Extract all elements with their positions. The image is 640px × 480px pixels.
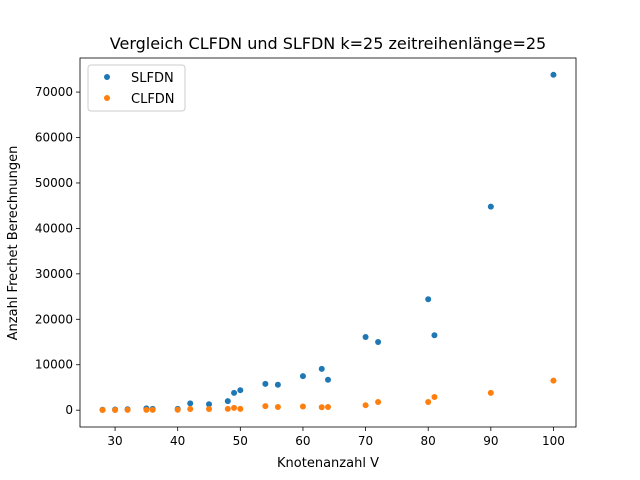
points-layer <box>99 71 557 413</box>
legend-marker-clfdn <box>104 95 110 101</box>
point-clfdn-11 <box>262 403 269 410</box>
point-slfdn-17 <box>375 339 382 346</box>
point-clfdn-16 <box>362 402 369 409</box>
legend-box <box>87 64 186 112</box>
point-slfdn-11 <box>262 380 269 387</box>
point-clfdn-14 <box>318 404 325 411</box>
point-clfdn-19 <box>431 394 438 401</box>
y-axis-label: Anzahl Frechet Berechnungen <box>6 146 21 341</box>
point-clfdn-2 <box>124 406 131 413</box>
x-tick-label: 40 <box>170 434 185 448</box>
y-tick-label: 20000 <box>35 312 73 326</box>
point-clfdn-20 <box>487 389 494 396</box>
point-slfdn-16 <box>362 334 369 341</box>
point-clfdn-6 <box>187 406 194 413</box>
point-clfdn-3 <box>143 406 150 413</box>
point-clfdn-18 <box>425 399 432 406</box>
y-tick-label: 60000 <box>35 131 73 145</box>
point-clfdn-7 <box>206 406 213 413</box>
point-slfdn-8 <box>224 398 231 405</box>
point-clfdn-0 <box>99 406 106 413</box>
point-slfdn-20 <box>487 203 494 210</box>
point-slfdn-13 <box>299 373 306 380</box>
legend-label-slfdn: SLFDN <box>131 71 174 86</box>
point-slfdn-21 <box>550 71 557 78</box>
point-slfdn-7 <box>206 401 213 408</box>
y-tick-label: 50000 <box>35 176 73 190</box>
x-tick-label: 30 <box>107 434 122 448</box>
point-slfdn-6 <box>187 400 194 407</box>
plot-frame <box>79 57 577 428</box>
point-slfdn-14 <box>318 365 325 372</box>
point-clfdn-12 <box>274 404 281 410</box>
point-slfdn-15 <box>325 376 331 383</box>
x-tick-label: 70 <box>358 434 373 448</box>
x-axis-label: Knotenanzahl V <box>277 456 379 471</box>
point-clfdn-1 <box>112 406 119 413</box>
x-tick-label: 50 <box>233 434 248 448</box>
point-slfdn-18 <box>425 296 432 303</box>
point-clfdn-15 <box>325 404 331 410</box>
point-clfdn-5 <box>174 406 181 413</box>
legend: SLFDN CLFDN <box>87 64 186 112</box>
x-tick-label: 80 <box>421 434 436 448</box>
point-clfdn-9 <box>231 404 238 411</box>
y-tick-label: 0 <box>65 403 73 417</box>
point-clfdn-4 <box>149 406 156 413</box>
legend-marker-slfdn <box>104 74 110 80</box>
y-tick-label: 10000 <box>35 358 73 372</box>
y-tick-label: 30000 <box>35 267 73 281</box>
point-clfdn-10 <box>237 405 244 412</box>
x-tick-label: 90 <box>483 434 498 448</box>
point-slfdn-19 <box>431 332 438 339</box>
point-clfdn-21 <box>550 377 557 384</box>
point-slfdn-9 <box>231 389 238 396</box>
legend-label-clfdn: CLFDN <box>131 92 175 107</box>
x-tick-label: 100 <box>542 434 565 448</box>
y-tick-label: 40000 <box>35 221 73 235</box>
point-clfdn-17 <box>375 399 382 406</box>
axes-layer: 30 40 50 60 70 80 90 100 0 10000 20000 30000 40000 50… <box>35 57 577 448</box>
series-clfdn <box>99 377 557 413</box>
point-slfdn-10 <box>237 387 244 394</box>
point-clfdn-8 <box>224 405 231 412</box>
x-tick-label: 60 <box>295 434 310 448</box>
point-slfdn-12 <box>274 381 281 388</box>
y-tick-label: 70000 <box>35 85 73 99</box>
chart-title: Vergleich CLFDN und SLFDN k=25 zeitreihe… <box>110 34 546 53</box>
point-clfdn-13 <box>299 403 306 410</box>
